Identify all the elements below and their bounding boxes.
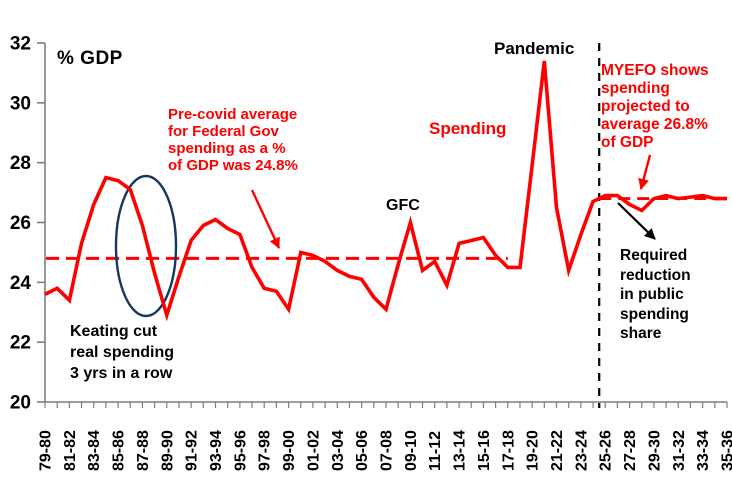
- x-tick-label: 99-00: [281, 430, 298, 471]
- x-tick-label: 87-88: [135, 430, 152, 471]
- x-tick-label: 83-84: [86, 430, 103, 471]
- x-tick-label: 97-98: [257, 430, 274, 471]
- annotation-pandemic: Pandemic: [494, 39, 575, 58]
- x-tick-label: 85-86: [111, 430, 128, 471]
- annotation-myefo-projection: MYEFO shows spending projected to averag…: [601, 62, 709, 151]
- x-tick-label: 89-90: [159, 430, 176, 471]
- keating-ellipse: [114, 174, 178, 318]
- x-tick-label: 91-92: [184, 430, 201, 471]
- x-tick-label: 23-24: [573, 430, 590, 471]
- series-label-spending: Spending: [429, 119, 507, 138]
- y-tick-label: 24: [10, 273, 32, 294]
- x-tick-label: 93-94: [208, 430, 225, 471]
- x-tick-label: 05-06: [354, 430, 371, 471]
- y-tick-label: 32: [10, 34, 31, 55]
- x-tick-label: 15-16: [476, 430, 493, 471]
- y-axis-unit-label: % GDP: [57, 48, 123, 69]
- x-tick-label: 29-30: [646, 430, 663, 471]
- x-tick-label: 01-02: [305, 430, 322, 471]
- y-tick-label: 20: [10, 393, 31, 414]
- y-tick-label: 28: [10, 153, 31, 174]
- spending-series-line: [44, 60, 727, 322]
- x-tick-label: 31-32: [671, 430, 688, 471]
- y-tick-label: 30: [10, 93, 31, 114]
- spending-line: [44, 60, 727, 322]
- arrow-pre-covid-average: [250, 189, 281, 249]
- x-tick-label: 07-08: [379, 430, 396, 471]
- x-tick-label: 95-96: [232, 430, 249, 471]
- x-tick-label: 33-34: [695, 430, 712, 471]
- annotation-pre-covid-average: Pre-covid average for Federal Gov spendi…: [168, 106, 298, 174]
- x-tick-label: 17-18: [500, 430, 517, 471]
- annotation-gfc: GFC: [386, 197, 420, 214]
- annotation-keating-cuts: Keating cut real spending 3 yrs in a row: [70, 323, 175, 382]
- annotation-required-reduction: Required reduction in public spending sh…: [620, 247, 691, 342]
- y-tick-label: 22: [10, 333, 31, 354]
- x-tick-label: 21-22: [549, 430, 566, 471]
- x-tick-label: 09-10: [403, 430, 420, 471]
- x-tick-label: 35-36: [720, 430, 732, 471]
- x-tick-label: 19-20: [525, 430, 542, 471]
- y-tick-label: 26: [10, 213, 31, 234]
- x-tick-label: 25-26: [598, 430, 615, 471]
- x-tick-label: 11-12: [427, 431, 444, 471]
- arrow-required-reduction: [617, 202, 656, 240]
- axis-tick-labels: 20 22 24 26 28 30 32 79-80 81-82 83-84 85-86 87-88 8…: [10, 34, 732, 472]
- x-tick-label: 81-82: [62, 430, 79, 471]
- annotation-arrows: [250, 154, 656, 249]
- x-tick-label: 13-14: [452, 430, 469, 471]
- x-tick-label: 79-80: [38, 430, 55, 471]
- arrow-myefo-projection: [638, 154, 652, 190]
- axes: [37, 42, 728, 408]
- x-tick-label: 03-04: [330, 430, 347, 471]
- x-tick-label: 27-28: [622, 430, 639, 471]
- keating-highlight-ellipse: [114, 174, 178, 318]
